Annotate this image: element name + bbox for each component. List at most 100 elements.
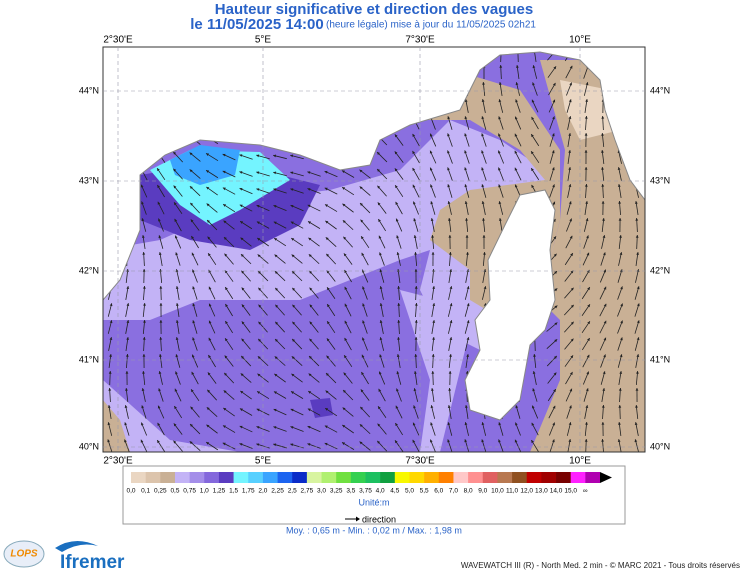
arrow-head	[618, 201, 622, 204]
arrow-head	[447, 133, 450, 137]
arrow-head	[585, 82, 589, 86]
arrow-head	[481, 150, 484, 154]
colorbar-label: 0,25	[154, 488, 167, 495]
arrow-head	[448, 371, 452, 374]
arrow-head	[342, 220, 346, 224]
title: Hauteur significative et direction des v…	[215, 1, 533, 18]
arrow-head	[531, 99, 535, 103]
arrow-head	[341, 170, 345, 174]
arrow-head	[275, 287, 279, 291]
arrow-head	[158, 371, 162, 375]
arrow-head	[601, 184, 605, 187]
arrow-head	[158, 218, 161, 222]
arrow-head	[342, 187, 346, 190]
arrow-head	[568, 422, 572, 426]
arrow-head	[274, 356, 278, 360]
lat-label-left: 42°N	[79, 265, 99, 275]
arrow-head	[636, 269, 640, 273]
arrow-head	[569, 82, 572, 86]
arrow-head	[159, 303, 163, 306]
arrow-head	[275, 339, 278, 342]
colorbar-label: 9,0	[478, 488, 487, 495]
arrow-head	[552, 422, 555, 426]
arrow-head	[109, 354, 112, 357]
arrow-head	[377, 152, 380, 155]
arrow-head	[551, 133, 555, 137]
arrow-head	[359, 186, 363, 190]
arrow-head	[412, 439, 416, 443]
arrow-head	[570, 304, 574, 308]
arrow-head	[107, 439, 111, 443]
arrow-head	[189, 441, 193, 445]
arrow-head	[175, 303, 179, 306]
arrow-head	[554, 339, 558, 343]
arrow-head	[532, 82, 535, 86]
lon-label-bottom: 2°30'E	[103, 456, 133, 467]
arrow-head	[307, 171, 311, 174]
arrow-head	[620, 337, 623, 341]
arrow-head	[126, 286, 130, 289]
arrow-head	[448, 252, 452, 255]
arrow-head	[552, 82, 556, 86]
arrow-head	[239, 187, 243, 191]
lon-label-top: 7°30'E	[405, 35, 435, 46]
arrow-head	[108, 388, 112, 391]
colorbar-label: 3,25	[330, 488, 343, 495]
arrow-head	[481, 116, 485, 120]
arrow-head	[208, 269, 212, 273]
arrow-head	[206, 153, 210, 156]
arrow-head	[601, 116, 605, 119]
arrow-head	[157, 185, 160, 188]
arrow-head	[223, 407, 227, 411]
lat-label-left: 40°N	[79, 441, 99, 451]
arrow-head	[414, 337, 418, 340]
arrow-head	[378, 388, 382, 392]
arrow-head	[635, 218, 639, 221]
arrow-head	[584, 184, 588, 187]
arrow-head	[514, 439, 518, 443]
arrow-head	[190, 219, 194, 223]
arrow-head	[568, 184, 572, 188]
arrow-head	[514, 167, 518, 171]
arrow-head	[175, 252, 179, 256]
arrow-head	[514, 116, 518, 120]
arrow-head	[308, 391, 312, 394]
direction-label: direction	[362, 514, 396, 524]
arrow-head	[109, 320, 113, 324]
arrow-head	[290, 171, 294, 175]
arrow-head	[377, 440, 381, 444]
color-swatch	[145, 472, 161, 483]
arrow-head	[601, 133, 604, 136]
arrow-head	[344, 303, 348, 307]
arrow-head	[584, 133, 588, 136]
arrow-head	[173, 185, 177, 189]
lat-label-left: 44°N	[79, 85, 99, 95]
colorbar-label: 6,0	[434, 488, 443, 495]
arrow-head	[206, 186, 210, 190]
arrow-head	[498, 116, 501, 120]
arrow-head	[617, 439, 621, 442]
arrow-head	[208, 355, 211, 359]
arrow-head	[173, 151, 177, 155]
arrow-head	[274, 373, 278, 377]
arrow-head	[125, 371, 129, 374]
arrow-head	[552, 116, 555, 120]
arrow-head	[430, 439, 433, 443]
arrow-head	[274, 238, 278, 241]
arrow-head	[515, 405, 519, 409]
arrow-head	[603, 286, 607, 290]
color-swatch	[277, 472, 293, 483]
arrow-head	[343, 372, 347, 376]
arrow-head	[395, 423, 398, 427]
arrow-head	[107, 422, 111, 426]
credit: WAVEWATCH III (R) - North Med. 2 min - ©…	[461, 561, 740, 570]
arrow-head	[325, 390, 329, 394]
colorbar-label: 0,5	[170, 488, 179, 495]
arrow-head	[308, 237, 312, 241]
arrow-head	[466, 320, 470, 324]
arrow-head	[569, 65, 573, 69]
arrow-head	[431, 235, 435, 238]
stats: Moy. : 0,65 m - Min. : 0,02 m / Max. : 1…	[286, 525, 462, 535]
arrow-head	[514, 133, 518, 137]
color-swatch	[365, 472, 381, 483]
